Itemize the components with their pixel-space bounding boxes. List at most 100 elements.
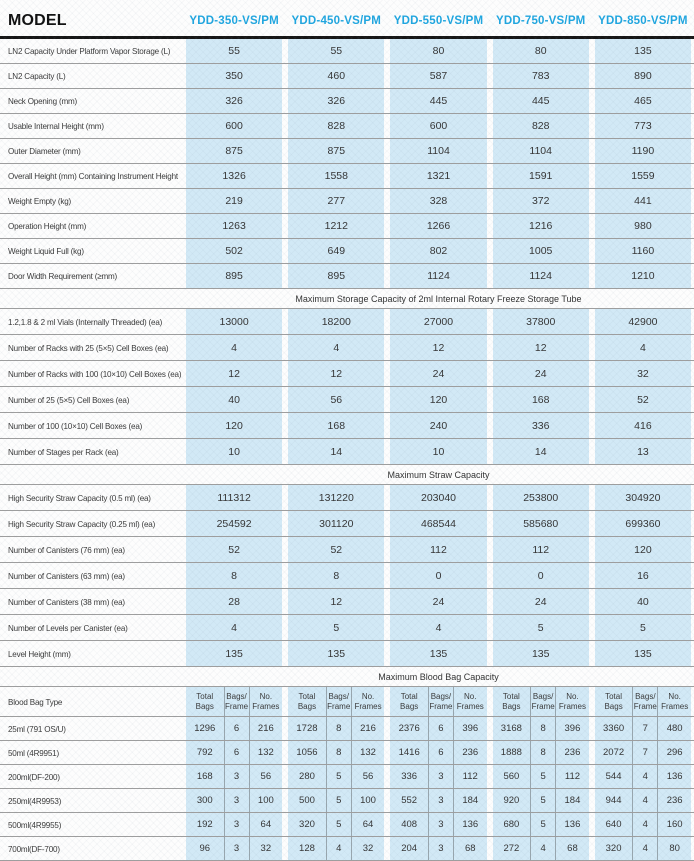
value-cell: 416 [594, 413, 692, 438]
model-column-header: YDD-850-VS/PM [598, 15, 688, 27]
row-label-text: High Security Straw Capacity (0.25 ml) (… [8, 518, 156, 529]
subcolumn-header: Total Bags [297, 691, 317, 711]
model-group: 1296 6 216 [186, 717, 283, 740]
value-cell: 1416 [398, 747, 420, 758]
value-cell: 500 [299, 795, 315, 806]
model-group: 544 4 136 [594, 765, 692, 788]
value-cell: 277 [288, 189, 385, 213]
spec-row: Number of Levels per Canister (ea) 4 5 4 5 5 [0, 615, 694, 641]
value-cell: 42900 [594, 309, 692, 334]
value-cell: 136 [452, 813, 487, 836]
spec-row: High Security Straw Capacity (0.5 ml) (e… [0, 485, 694, 511]
blood-bag-row: 50ml (4R9951) 792 6 132 1056 8 132 1416 6 236 1888… [0, 741, 694, 765]
blood-bag-header-row: Blood Bag Type Total Bags Bags/ Frame No. F… [0, 687, 694, 717]
value-cell: 184 [452, 789, 487, 812]
value-cell: 5 [530, 813, 555, 836]
spec-row: Overall Height (mm) Containing Instrumen… [0, 164, 694, 189]
model-group: 128 4 32 [288, 837, 385, 860]
row-label-text: Weight Liquid Full (kg) [8, 246, 84, 256]
subcolumn-header: No. Frames [350, 687, 385, 716]
value-cell: 192 [196, 819, 213, 830]
spec-row: High Security Straw Capacity (0.25 ml) (… [0, 511, 694, 537]
subcolumn-header: Bags/ Frame [530, 687, 555, 716]
value-cell: 55 [288, 39, 385, 63]
value-cell: 828 [288, 114, 385, 138]
value-cell: 32 [594, 361, 692, 386]
value-cell: 1212 [288, 214, 385, 238]
value-cell: 1124 [492, 264, 589, 288]
row-label-text: Number of Stages per Rack (ea) [8, 446, 119, 457]
value-cell: 112 [492, 537, 589, 562]
row-label-text: Number of 100 (10×10) Cell Boxes (ea) [8, 420, 143, 431]
value-cell: 184 [555, 789, 589, 812]
value-cell: 552 [401, 795, 418, 806]
spec-row: LN2 Capacity (L) 350 460 587 783 890 [0, 64, 694, 89]
value-cell: 96 [199, 843, 211, 854]
model-column-header: YDD-750-VS/PM [495, 15, 586, 27]
model-group: 944 4 236 [594, 789, 692, 812]
value-cell: 32 [248, 837, 283, 860]
value-cell: 350 [186, 64, 283, 88]
value-cell: 135 [288, 641, 385, 666]
spec-row: Weight Liquid Full (kg) 502 649 802 1005 1160 [0, 239, 694, 264]
value-cell: 699360 [594, 511, 692, 536]
spec-row: Operation Height (mm) 1263 1212 1266 1216 980 [0, 214, 694, 239]
value-cell: 326 [288, 89, 385, 113]
row-label: Number of 100 (10×10) Cell Boxes (ea) [0, 413, 183, 438]
value-cell: 7 [632, 717, 657, 740]
subcolumn-header: Total Bags [502, 691, 521, 711]
spec-row: Neck Opening (mm) 326 326 445 445 465 [0, 89, 694, 114]
value-cell: 1296 [194, 723, 216, 734]
row-label: 50ml (4R9951) [0, 741, 183, 764]
value-cell: 3168 [500, 723, 522, 734]
value-cell: 8 [186, 563, 283, 588]
spec-row: Number of Stages per Rack (ea) 10 14 10 14 13 [0, 439, 694, 465]
value-cell: 468544 [390, 511, 487, 536]
value-cell: 135 [492, 641, 589, 666]
model-group: 552 3 184 [390, 789, 487, 812]
value-cell: 585680 [492, 511, 589, 536]
value-cell: 336 [401, 771, 418, 782]
spec-sections: LN2 Capacity Under Platform Vapor Storag… [0, 39, 694, 667]
row-label: LN2 Capacity Under Platform Vapor Storag… [0, 39, 183, 63]
value-cell: 2072 [603, 747, 625, 758]
value-cell: 5 [325, 765, 351, 788]
value-cell: 3 [427, 789, 453, 812]
value-cell: 372 [492, 189, 589, 213]
value-cell: 5 [530, 765, 555, 788]
row-label: Number of Stages per Rack (ea) [0, 439, 183, 464]
value-cell: 304920 [594, 485, 692, 510]
row-label: High Security Straw Capacity (0.25 ml) (… [0, 511, 183, 536]
value-cell: 1591 [492, 164, 589, 188]
value-cell: 52 [288, 537, 385, 562]
value-cell: 56 [288, 387, 385, 412]
spec-row: LN2 Capacity Under Platform Vapor Storag… [0, 39, 694, 64]
value-cell: 875 [288, 139, 385, 163]
value-cell: 216 [248, 717, 283, 740]
value-cell: 100 [248, 789, 283, 812]
model-group: 300 3 100 [186, 789, 283, 812]
value-cell: 3 [427, 813, 453, 836]
value-cell: 326 [186, 89, 283, 113]
value-cell: 8 [288, 563, 385, 588]
value-cell: 441 [594, 189, 692, 213]
spec-section: Maximum Straw Capacity High Security Stra… [0, 465, 694, 667]
value-cell: 300 [196, 795, 213, 806]
row-label: Weight Liquid Full (kg) [0, 239, 183, 263]
value-cell: 445 [390, 89, 487, 113]
value-cell: 1559 [594, 164, 692, 188]
spec-row: Level Height (mm) 135 135 135 135 135 [0, 641, 694, 667]
value-cell: 10 [390, 439, 487, 464]
value-cell: 112 [452, 765, 487, 788]
value-cell: 5 [325, 789, 351, 812]
value-cell: 13 [594, 439, 692, 464]
value-cell: 0 [492, 563, 589, 588]
row-label: High Security Straw Capacity (0.5 ml) (e… [0, 485, 183, 510]
value-cell: 640 [605, 819, 622, 830]
value-cell: 168 [288, 413, 385, 438]
row-label: 500ml(4R9955) [0, 813, 183, 836]
value-cell: 1326 [186, 164, 283, 188]
value-cell: 135 [390, 641, 487, 666]
model-group: 280 5 56 [288, 765, 385, 788]
